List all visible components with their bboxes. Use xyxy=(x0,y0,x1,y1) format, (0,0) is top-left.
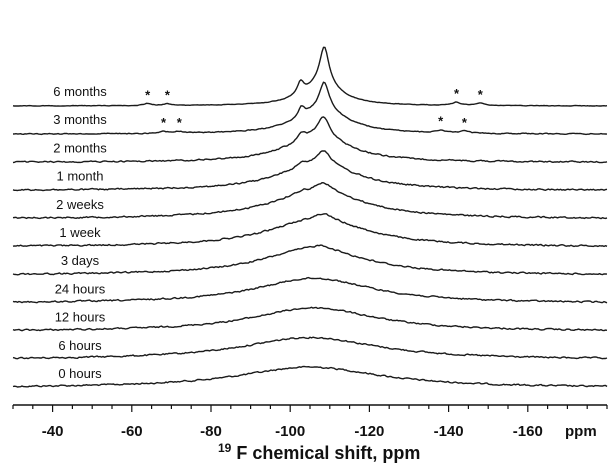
spectrum-trace xyxy=(12,244,608,276)
x-axis-unit-label: ppm xyxy=(565,423,597,440)
x-tick-label: -60 xyxy=(121,423,143,440)
asterisk-marker: * xyxy=(145,87,151,102)
x-tick-label: -40 xyxy=(42,423,64,440)
spectrum-trace xyxy=(12,182,608,220)
asterisk-marker: * xyxy=(165,88,171,103)
spectrum-label: 6 hours xyxy=(58,338,102,353)
spectrum-label: 6 months xyxy=(53,84,107,99)
x-axis-title-superscript: 19 xyxy=(218,441,232,455)
spectrum-trace xyxy=(12,81,608,136)
spectrum-label: 1 week xyxy=(59,225,101,240)
spectrum-label: 24 hours xyxy=(55,281,106,296)
spectrum-label: 2 months xyxy=(53,140,107,155)
x-tick-label: -140 xyxy=(434,423,464,440)
spectrum-labels: 0 hours 6 hours 12 hours 24 hours 3 days 1 we… xyxy=(53,84,107,381)
spectrum-label: 3 days xyxy=(61,253,100,268)
spectrum-label: 2 weeks xyxy=(56,197,104,212)
asterisk-marker: * xyxy=(438,114,444,129)
x-axis-title: 19 F chemical shift, ppm xyxy=(218,436,420,463)
spectrum-trace xyxy=(12,336,608,360)
spectrum-trace xyxy=(12,276,608,304)
asterisk-marker: * xyxy=(478,87,484,102)
spectrum-trace xyxy=(12,46,608,107)
x-axis: -40 -60 -80 -100 -120 -140 -160 xyxy=(12,404,608,440)
x-tick-label: -80 xyxy=(200,423,222,440)
spectrum-label: 12 hours xyxy=(55,310,106,325)
x-axis-title-text: F chemical shift, ppm xyxy=(236,443,420,463)
spectrum-traces xyxy=(12,46,608,388)
spectrum-trace xyxy=(12,365,608,388)
x-tick-label: -160 xyxy=(513,423,543,440)
spectrum-trace xyxy=(12,116,608,164)
spectrum-trace xyxy=(12,213,608,248)
spectrum-label: 3 months xyxy=(53,112,107,127)
spectrum-label: 1 month xyxy=(57,169,104,184)
asterisk-marker: * xyxy=(454,86,460,101)
asterisk-marker: * xyxy=(161,115,167,130)
spectrum-trace xyxy=(12,306,608,332)
x-tick-label: -100 xyxy=(275,423,305,440)
spectrum-label: 0 hours xyxy=(58,366,102,381)
x-tick-label: -120 xyxy=(354,423,384,440)
asterisk-marker: * xyxy=(177,115,183,130)
asterisk-markers: * * * ** * * * xyxy=(145,86,484,130)
spectrum-trace xyxy=(12,150,608,192)
asterisk-marker: * xyxy=(462,115,468,130)
